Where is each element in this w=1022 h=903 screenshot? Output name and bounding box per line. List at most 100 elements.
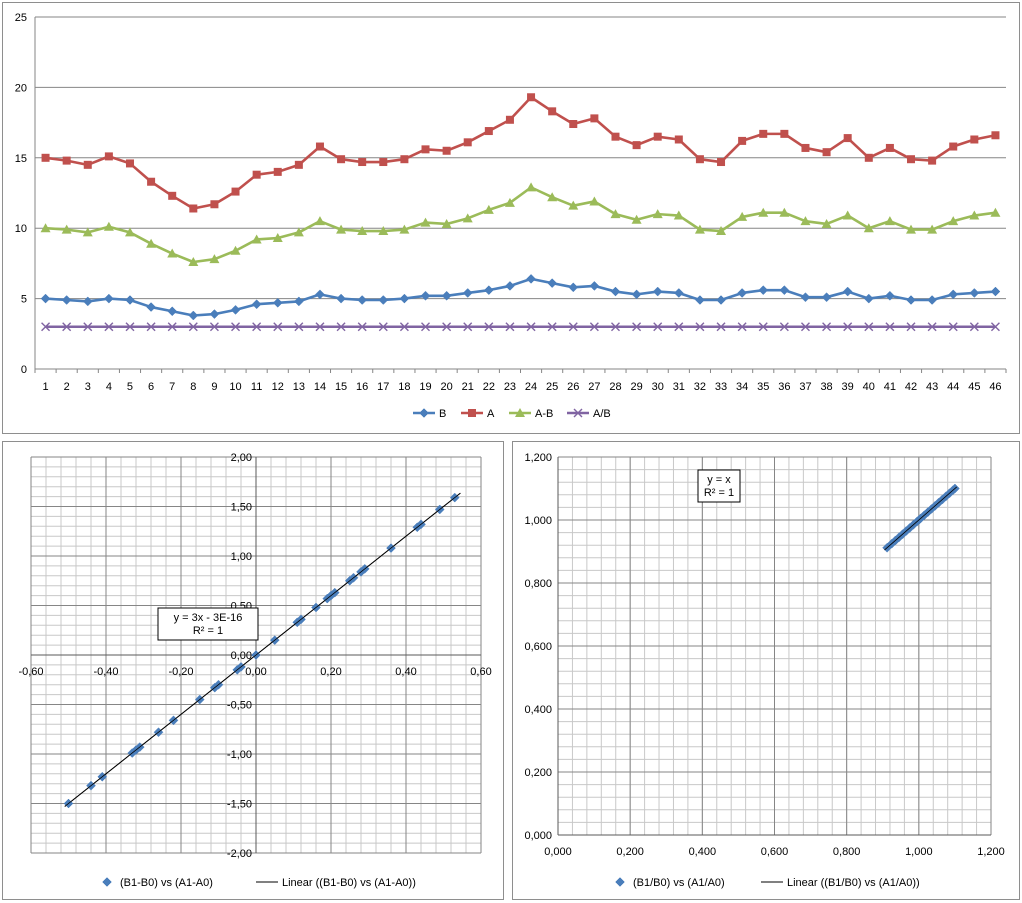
data-point — [463, 138, 472, 147]
legend-marker — [615, 877, 625, 887]
trendline-overlay — [64, 492, 461, 807]
data-point — [167, 306, 178, 317]
series-line-A-B — [45, 186, 996, 264]
x-tick-label: 24 — [525, 381, 537, 393]
data-point — [421, 145, 430, 154]
equation-box — [697, 469, 741, 503]
x-tick-label: 5 — [127, 381, 133, 393]
data-point — [927, 224, 938, 234]
data-point — [188, 310, 199, 321]
y-tick-label: 10 — [15, 223, 27, 235]
x-tick-label: 6 — [148, 381, 154, 393]
trendline-equation: y = xR² = 1 — [697, 469, 741, 503]
data-point — [842, 286, 853, 297]
data-point — [990, 286, 1001, 297]
data-point — [357, 322, 367, 332]
x-tick-label: 1 — [42, 381, 48, 393]
x-tick-label: 25 — [546, 381, 558, 393]
x-tick-label: 38 — [820, 381, 832, 393]
data-point — [673, 288, 684, 298]
data-point — [315, 142, 324, 151]
data-point — [737, 322, 747, 332]
x-tick-label: 13 — [293, 381, 305, 393]
legend-marker — [468, 409, 476, 417]
legend-label: A-B — [535, 408, 553, 420]
data-point — [293, 227, 304, 237]
data-point — [188, 322, 198, 332]
data-point — [948, 322, 958, 332]
x-tick-label: 0,40 — [395, 666, 416, 678]
trendline-overlay — [884, 486, 957, 551]
data-point — [737, 288, 747, 298]
x-tick-label: 12 — [272, 381, 284, 393]
data-point — [758, 285, 769, 296]
legend-entry: A — [461, 408, 495, 420]
data-point — [210, 200, 219, 209]
data-point — [315, 322, 325, 332]
data-point — [420, 290, 431, 301]
data-point — [483, 285, 494, 296]
y-tick-label: 0,00 — [231, 650, 252, 662]
data-point — [272, 297, 283, 308]
data-point — [800, 216, 811, 226]
data-point — [378, 322, 388, 332]
data-point — [273, 167, 282, 176]
data-point — [294, 322, 304, 332]
data-point — [146, 322, 156, 332]
data-point — [758, 207, 769, 217]
data-point — [610, 286, 621, 297]
series-line-B — [45, 277, 996, 317]
data-point — [231, 322, 241, 332]
y-tick-label: 2,00 — [231, 452, 252, 464]
difference-scatter-chart: -0,60 -0,40 -0,20 0,00 0,20 0,40 0,60 -2,00 -1,5… — [18, 452, 491, 889]
data-point — [779, 322, 789, 332]
x-tick-label: 19 — [419, 381, 431, 393]
data-point — [125, 159, 134, 168]
data-point — [990, 322, 1000, 332]
data-point — [504, 197, 515, 207]
data-point — [949, 142, 958, 151]
y-tick-label: 15 — [15, 153, 27, 165]
data-point — [230, 305, 241, 315]
x-tick-label: 10 — [229, 381, 241, 393]
y-tick-label: 1,00 — [231, 551, 252, 563]
data-point — [251, 234, 262, 244]
data-point — [231, 187, 240, 196]
data-point — [674, 135, 683, 144]
data-point — [82, 296, 93, 307]
data-point — [653, 322, 663, 332]
y-tick-label: 0,800 — [524, 578, 552, 590]
data-point — [420, 217, 431, 227]
data-point — [907, 155, 916, 164]
data-point — [990, 207, 1001, 217]
x-tick-label: 23 — [504, 381, 516, 393]
data-point — [631, 289, 642, 300]
data-point — [969, 210, 980, 220]
data-point — [548, 107, 557, 116]
data-point — [695, 322, 705, 332]
data-point — [378, 295, 389, 305]
y-tick-label: -1,00 — [227, 749, 252, 761]
data-point — [589, 322, 599, 332]
data-point — [251, 299, 262, 310]
x-tick-label: 7 — [169, 381, 175, 393]
data-point — [843, 134, 852, 143]
data-point — [568, 322, 578, 332]
data-point — [399, 293, 410, 304]
data-point — [970, 135, 979, 144]
data-point — [82, 227, 93, 237]
data-point — [716, 322, 726, 332]
data-point — [378, 226, 389, 236]
legend-entry: A-B — [509, 408, 553, 420]
data-point — [40, 223, 51, 233]
y-tick-label: 0,400 — [524, 704, 552, 716]
data-point — [863, 293, 874, 304]
data-point — [589, 281, 600, 291]
equation-text: y = x — [707, 474, 731, 486]
x-tick-label: 30 — [652, 381, 664, 393]
legend-label: (B1-B0) vs (A1-A0) — [120, 877, 213, 889]
data-point — [611, 132, 620, 141]
y-tick-label: 0,000 — [524, 830, 552, 842]
legend-label: B — [439, 408, 446, 420]
data-point — [632, 322, 642, 332]
